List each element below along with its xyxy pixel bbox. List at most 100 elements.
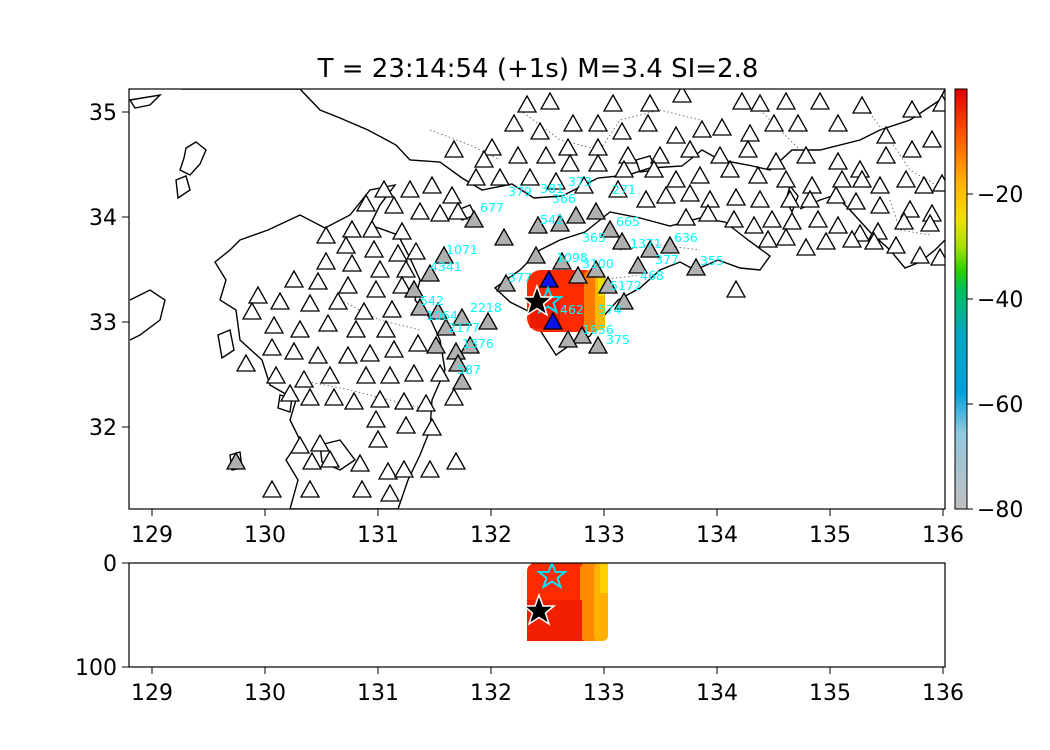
white-triangle-icon [337, 275, 359, 294]
white-triangle-icon [395, 415, 417, 434]
white-triangle-icon [775, 169, 797, 188]
gray-triangle-icon [571, 325, 593, 344]
gray-triangle-icon [585, 259, 607, 278]
white-triangle-icon [445, 451, 467, 470]
white-triangle-icon [307, 345, 329, 364]
white-triangle-icon [383, 339, 405, 358]
gray-triangle-icon [419, 263, 441, 282]
white-triangle-icon [799, 189, 821, 208]
white-triangle-icon [365, 279, 387, 298]
station-label: 3100 [582, 256, 614, 271]
station-label: 1064 [426, 308, 458, 323]
white-triangle-icon [539, 91, 561, 110]
gray-triangle-icon [549, 213, 571, 232]
white-triangle-icon [763, 113, 785, 132]
depth-y-axis: 0 100 [75, 552, 129, 681]
white-triangle-icon [317, 313, 339, 332]
white-triangle-icon [293, 369, 315, 388]
depth-x-tick-label: 134 [696, 681, 738, 706]
white-triangle-icon [315, 225, 337, 244]
white-triangle-icon [559, 153, 581, 172]
gray-triangle-icon [447, 353, 469, 372]
white-triangle-icon [489, 167, 511, 186]
white-triangle-icon [675, 207, 697, 226]
depth-y-tick-label: 0 [103, 552, 117, 577]
black-star-icon [521, 592, 557, 626]
white-triangle-icon [393, 391, 415, 410]
colorbar-tick-label: −60 [977, 393, 1023, 418]
map-x-tick-label: 134 [696, 523, 738, 548]
white-triangle-icon [405, 241, 427, 260]
white-triangle-icon [519, 167, 541, 186]
map-y-tick-label: 32 [89, 416, 117, 441]
white-triangle-icon [349, 453, 371, 472]
gray-triangle-icon [435, 317, 457, 336]
white-triangle-icon [465, 167, 487, 186]
white-triangle-icon [315, 251, 337, 270]
blue-triangle-icon [538, 269, 560, 288]
white-triangle-icon [671, 89, 693, 103]
station-label: 365 [582, 230, 606, 245]
depth-x-tick-label: 131 [357, 681, 399, 706]
map-x-tick-label: 130 [244, 523, 286, 548]
nearest-station-layer [538, 269, 564, 330]
white-triangle-icon [909, 245, 931, 264]
white-triangle-icon [307, 271, 329, 290]
white-triangle-icon [573, 175, 595, 194]
white-triangle-icon [383, 195, 405, 214]
station-label: 1376 [462, 336, 494, 351]
white-triangle-icon [679, 183, 701, 202]
white-triangle-icon [283, 341, 305, 360]
white-triangle-icon [775, 91, 797, 110]
white-triangle-icon [337, 345, 359, 364]
white-triangle-icon [409, 201, 431, 220]
white-triangle-icon [691, 119, 713, 138]
depth-x-tick-label: 130 [244, 681, 286, 706]
white-triangle-icon [643, 159, 665, 178]
map-y-tick-label: 34 [89, 206, 117, 231]
white-triangle-icon [299, 293, 321, 312]
white-triangle-icon [299, 479, 321, 498]
white-triangle-icon [421, 417, 443, 436]
gray-triangle-icon [587, 335, 609, 354]
station-label-layer: 1071 4341 542 377 462 574 665 636 355 37… [420, 174, 724, 377]
station-label: 2218 [470, 300, 502, 315]
white-triangle-icon [831, 169, 853, 188]
white-triangle-icon [639, 93, 661, 112]
gray-triangle-icon [463, 209, 485, 228]
station-label: 665 [616, 214, 640, 229]
white-triangle-icon [399, 179, 421, 198]
depth-x-tick-label: 129 [131, 681, 173, 706]
station-label: 677 [480, 200, 504, 215]
depth-x-tick-label: 132 [470, 681, 512, 706]
cyan-star-icon [536, 563, 568, 590]
depth-x-tick-label: 136 [922, 681, 964, 706]
white-triangle-icon [507, 145, 529, 164]
white-triangle-icon [749, 93, 771, 112]
gray-triangle-icon [427, 301, 449, 320]
white-triangle-icon [407, 333, 429, 352]
gray-triangle-icon [551, 251, 573, 270]
map-x-tick-label: 133 [583, 523, 625, 548]
white-triangle-icon [869, 175, 891, 194]
map-x-tick-label: 132 [470, 523, 512, 548]
depth-y-tick-label: 100 [75, 656, 117, 681]
white-triangle-icon [353, 301, 375, 320]
gray-triangle-icon [611, 231, 633, 250]
white-triangle-icon [611, 121, 633, 140]
white-triangle-icon [749, 189, 771, 208]
white-triangle-icon [613, 159, 635, 178]
station-label: 381 [540, 181, 564, 196]
white-triangle-icon [387, 243, 409, 262]
white-triangle-icon [737, 139, 759, 158]
gray-triangle-icon [659, 235, 681, 254]
white-triangle-icon [516, 94, 538, 113]
gray-triangle-icon [597, 275, 619, 294]
white-triangle-icon [365, 409, 387, 428]
white-triangle-icon [931, 173, 945, 192]
gray-triangle-icon [493, 227, 515, 246]
white-triangle-icon [827, 151, 849, 170]
station-label: 1098 [556, 250, 588, 265]
white-triangle-icon [795, 237, 817, 256]
white-triangle-icon [441, 185, 463, 204]
